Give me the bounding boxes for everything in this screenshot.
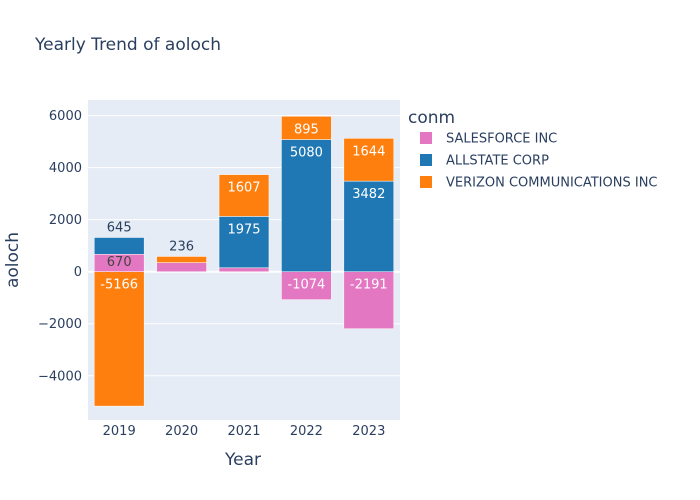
x-tick-label: 2020 xyxy=(165,424,198,439)
legend-swatch xyxy=(420,176,432,188)
x-axis-title: Year xyxy=(224,450,261,470)
bar-value-label: 5080 xyxy=(290,146,323,161)
bar-labels: 670 -1074 -2191 645 1975 5080 3482 -5166 236 1607… xyxy=(100,122,387,292)
bar xyxy=(343,180,395,272)
bar-value-label: 236 xyxy=(169,239,194,254)
bars xyxy=(93,116,395,407)
bar-value-label: 645 xyxy=(107,220,132,235)
chart-title: Yearly Trend of aoloch xyxy=(34,35,221,55)
bar xyxy=(218,267,270,272)
bar-value-label: 3482 xyxy=(352,187,385,202)
bar xyxy=(281,139,332,272)
y-tick-label: 4000 xyxy=(49,161,82,176)
y-tick-label: 2000 xyxy=(49,213,82,228)
legend-item-label: ALLSTATE CORP xyxy=(446,154,549,169)
bar-value-label: -5166 xyxy=(100,278,138,293)
y-tick-label: 0 xyxy=(74,265,82,280)
bar xyxy=(156,256,207,263)
legend-swatch xyxy=(420,154,432,166)
bar-value-label: -1074 xyxy=(288,278,326,293)
bar xyxy=(343,271,395,329)
bar-value-label: 670 xyxy=(107,255,132,270)
bar-value-label: -2191 xyxy=(350,278,388,293)
bar xyxy=(281,271,332,300)
y-tick-label: −2000 xyxy=(38,317,82,332)
x-tick-label: 2021 xyxy=(227,424,260,439)
legend-item-label: VERIZON COMMUNICATIONS INC xyxy=(446,176,658,191)
y-tick-label: 6000 xyxy=(49,109,82,124)
bar xyxy=(218,174,270,217)
y-axis-title: aoloch xyxy=(3,232,23,288)
legend-title: conm xyxy=(408,108,455,128)
x-tick-label: 2019 xyxy=(103,424,136,439)
bar-value-label: 895 xyxy=(294,122,319,137)
bar xyxy=(93,271,145,407)
bar xyxy=(156,262,207,272)
bar xyxy=(343,138,395,182)
x-tick-label: 2022 xyxy=(290,424,323,439)
y-axis-ticks: −4000 −2000 0 2000 4000 6000 xyxy=(38,109,82,384)
bar-value-label: 1975 xyxy=(227,222,260,237)
y-tick-label: −4000 xyxy=(38,369,82,384)
bar xyxy=(93,237,145,255)
bar-value-label: 1607 xyxy=(227,181,260,196)
legend-item-label: SALESFORCE INC xyxy=(446,132,557,147)
legend-swatch xyxy=(420,132,432,144)
bar-value-label: 1644 xyxy=(352,144,385,159)
x-tick-label: 2023 xyxy=(352,424,385,439)
x-axis-ticks: 2019 2020 2021 2022 2023 xyxy=(103,424,386,439)
legend: conm SALESFORCE INC ALLSTATE CORP VERIZON … xyxy=(408,108,658,191)
bar xyxy=(218,216,270,269)
bar xyxy=(281,116,332,140)
